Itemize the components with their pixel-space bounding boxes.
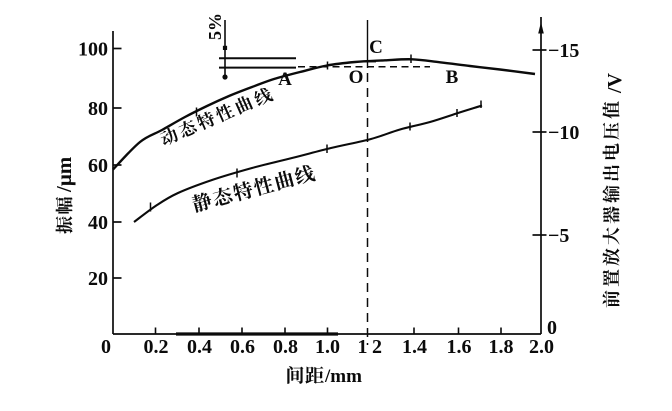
svg-text:0.4: 0.4: [187, 336, 212, 358]
svg-text:0.2: 0.2: [144, 336, 169, 358]
svg-text:60: 60: [88, 155, 108, 177]
svg-text:C: C: [369, 37, 383, 58]
svg-text:1.6: 1.6: [447, 336, 472, 358]
svg-text:0.8: 0.8: [273, 336, 298, 358]
svg-text:40: 40: [88, 212, 108, 234]
svg-text:/μm: /μm: [52, 156, 76, 193]
svg-text:2: 2: [372, 336, 382, 358]
svg-text:20: 20: [88, 268, 108, 290]
svg-text:1.4: 1.4: [402, 336, 427, 358]
svg-text:80: 80: [88, 98, 108, 120]
svg-text:0: 0: [547, 317, 557, 339]
svg-text:O: O: [349, 67, 364, 88]
svg-text:0.6: 0.6: [230, 336, 255, 358]
svg-text:/V: /V: [604, 72, 626, 94]
svg-text:−5: −5: [548, 225, 569, 247]
svg-text:5%: 5%: [205, 13, 225, 40]
svg-text:100: 100: [78, 39, 108, 61]
svg-text:/mm: /mm: [324, 366, 362, 387]
svg-text:0: 0: [101, 336, 111, 358]
svg-text:−10: −10: [548, 122, 579, 144]
svg-text:A: A: [278, 69, 292, 90]
svg-text:1.0: 1.0: [315, 336, 340, 358]
svg-text:1.8: 1.8: [489, 336, 514, 358]
svg-text:2.0: 2.0: [529, 336, 554, 358]
svg-text:B: B: [446, 67, 459, 88]
svg-text:1: 1: [358, 336, 368, 358]
svg-text:−15: −15: [548, 40, 579, 62]
